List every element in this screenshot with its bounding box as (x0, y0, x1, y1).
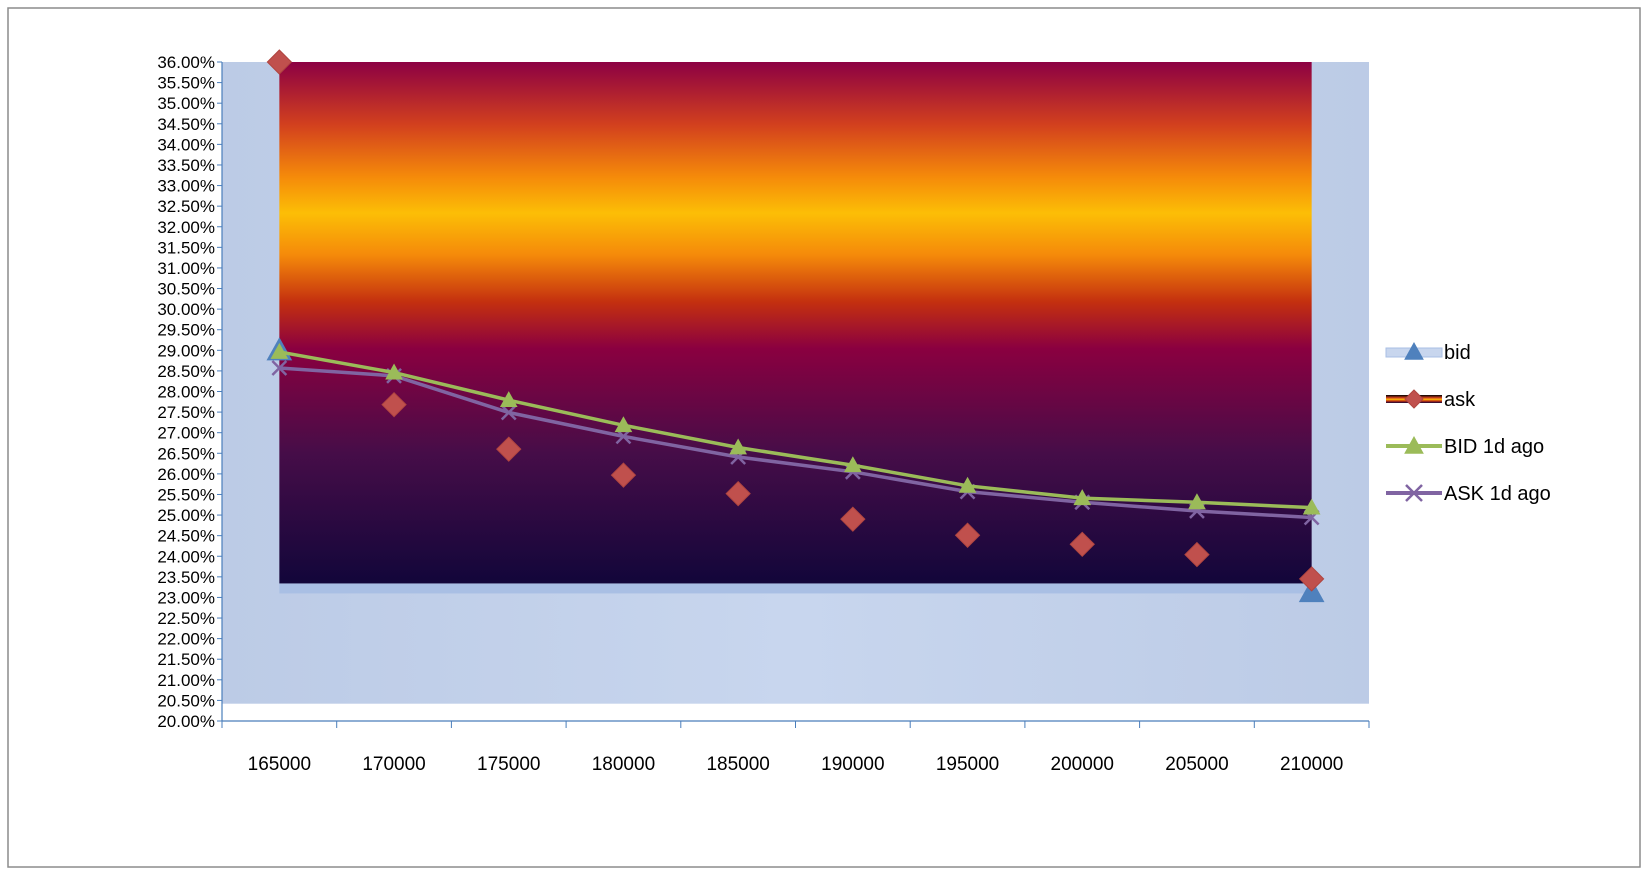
y-tick-label: 26.00% (157, 465, 215, 484)
ask-point (840, 506, 866, 532)
bid-1d-ago-point (1073, 489, 1092, 506)
bid-1d-ago-point (614, 416, 633, 433)
y-tick-label: 25.50% (157, 485, 215, 504)
y-tick-label: 34.00% (157, 135, 215, 154)
x-axis: 165000 170000 175000 180000 185000 190000 1950… (221, 720, 1370, 775)
ask-point (496, 436, 522, 462)
y-tick-label: 21.00% (157, 671, 215, 690)
x-tick-label: 190000 (821, 754, 884, 775)
y-tick-label: 36.00% (157, 53, 215, 72)
ask-1d-ago-point (271, 360, 288, 376)
legend-marker (1404, 389, 1424, 409)
y-tick-label: 22.00% (157, 630, 215, 649)
bid-1d-ago-point (958, 476, 977, 493)
y-tick-label: 31.00% (157, 259, 215, 278)
bid-1d-ago-point (270, 342, 289, 359)
y-tick-label: 23.50% (157, 568, 215, 587)
y-tick-label: 33.50% (157, 156, 215, 175)
y-tick-label: 20.50% (157, 691, 215, 710)
y-tick-label: 24.50% (157, 527, 215, 546)
x-tick-label: 210000 (1280, 754, 1343, 775)
legend-label: bid (1444, 342, 1471, 364)
y-tick-label: 32.50% (157, 197, 215, 216)
y-tick-label: 20.00% (157, 712, 215, 731)
y-tick-label: 28.50% (157, 362, 215, 381)
x-tick-label: 205000 (1165, 754, 1228, 775)
x-tick-label: 180000 (592, 754, 655, 775)
y-tick-label: 32.00% (157, 218, 215, 237)
ask-point (610, 462, 637, 488)
y-tick-label: 28.00% (157, 383, 215, 402)
ask-1d-ago-line (279, 366, 1312, 520)
y-tick-label: 34.50% (157, 115, 215, 134)
y-tick-label: 29.50% (157, 321, 215, 340)
x-tick-label: 170000 (362, 754, 425, 775)
bid-1d-ago-line (279, 350, 1312, 510)
series-bid-1d-ago (270, 342, 1321, 515)
x-tick-label: 165000 (248, 754, 311, 775)
y-tick-label: 29.00% (157, 341, 215, 360)
x-tick-label: 175000 (477, 754, 540, 775)
y-tick-label: 26.50% (157, 444, 215, 463)
x-tick-label: 200000 (1051, 754, 1114, 775)
legend-label: ask (1444, 389, 1476, 411)
ask-point (725, 480, 751, 507)
y-tick-label: 22.50% (157, 609, 215, 628)
bid-1d-ago-point (385, 363, 403, 380)
bid-1d-ago-point (844, 456, 862, 473)
y-tick-label: 35.50% (157, 74, 215, 93)
bid-1d-ago-point (1302, 498, 1321, 515)
y-tick-label: 30.50% (157, 280, 215, 299)
bid-1d-ago-point (729, 438, 747, 455)
y-tick-label: 24.00% (157, 547, 215, 566)
series-layer (266, 49, 1325, 603)
legend: bid ask BID 1d ago ASK 1d ago (1385, 341, 1551, 505)
y-tick-label: 30.00% (157, 300, 215, 319)
y-tick-label: 23.00% (157, 588, 215, 607)
ask-point (381, 391, 407, 418)
bid-1d-ago-point (499, 391, 518, 408)
ask-point (266, 49, 293, 75)
legend-marker (1404, 341, 1424, 360)
bid-1d-ago-point (1188, 493, 1206, 510)
legend-label: BID 1d ago (1444, 436, 1544, 458)
y-tick-label: 27.50% (157, 403, 215, 422)
legend-marker (1405, 484, 1423, 502)
legend-label: ASK 1d ago (1444, 483, 1551, 505)
legend-item-ask: ask (1386, 389, 1476, 411)
x-tick-label: 195000 (936, 754, 999, 775)
y-axis: 20.00% 20.50%21.00% 21.50%22.00% 22.50% 23.0… (157, 53, 223, 731)
ask-1d-ago-point (500, 404, 517, 421)
legend-item-bid-1d-ago: BID 1d ago (1386, 435, 1544, 458)
bid-band-edge (279, 583, 1312, 594)
x-tick-label: 185000 (706, 754, 769, 775)
ask-point (954, 522, 981, 548)
plot-background (222, 62, 1369, 704)
series-ask (266, 49, 1325, 592)
ask-point (1184, 541, 1210, 568)
legend-item-bid: bid (1385, 341, 1471, 364)
y-tick-label: 35.00% (157, 94, 215, 113)
y-tick-label: 27.00% (157, 424, 215, 443)
ask-point (1069, 531, 1095, 558)
y-tick-label: 25.00% (157, 506, 215, 525)
ask-point (1298, 566, 1325, 592)
y-tick-label: 33.00% (157, 177, 215, 196)
ask-band-area (279, 62, 1312, 584)
legend-marker (1404, 435, 1424, 454)
legend-item-ask-1d-ago: ASK 1d ago (1386, 483, 1551, 505)
y-tick-label: 31.50% (157, 238, 215, 257)
y-tick-label: 21.50% (157, 650, 215, 669)
